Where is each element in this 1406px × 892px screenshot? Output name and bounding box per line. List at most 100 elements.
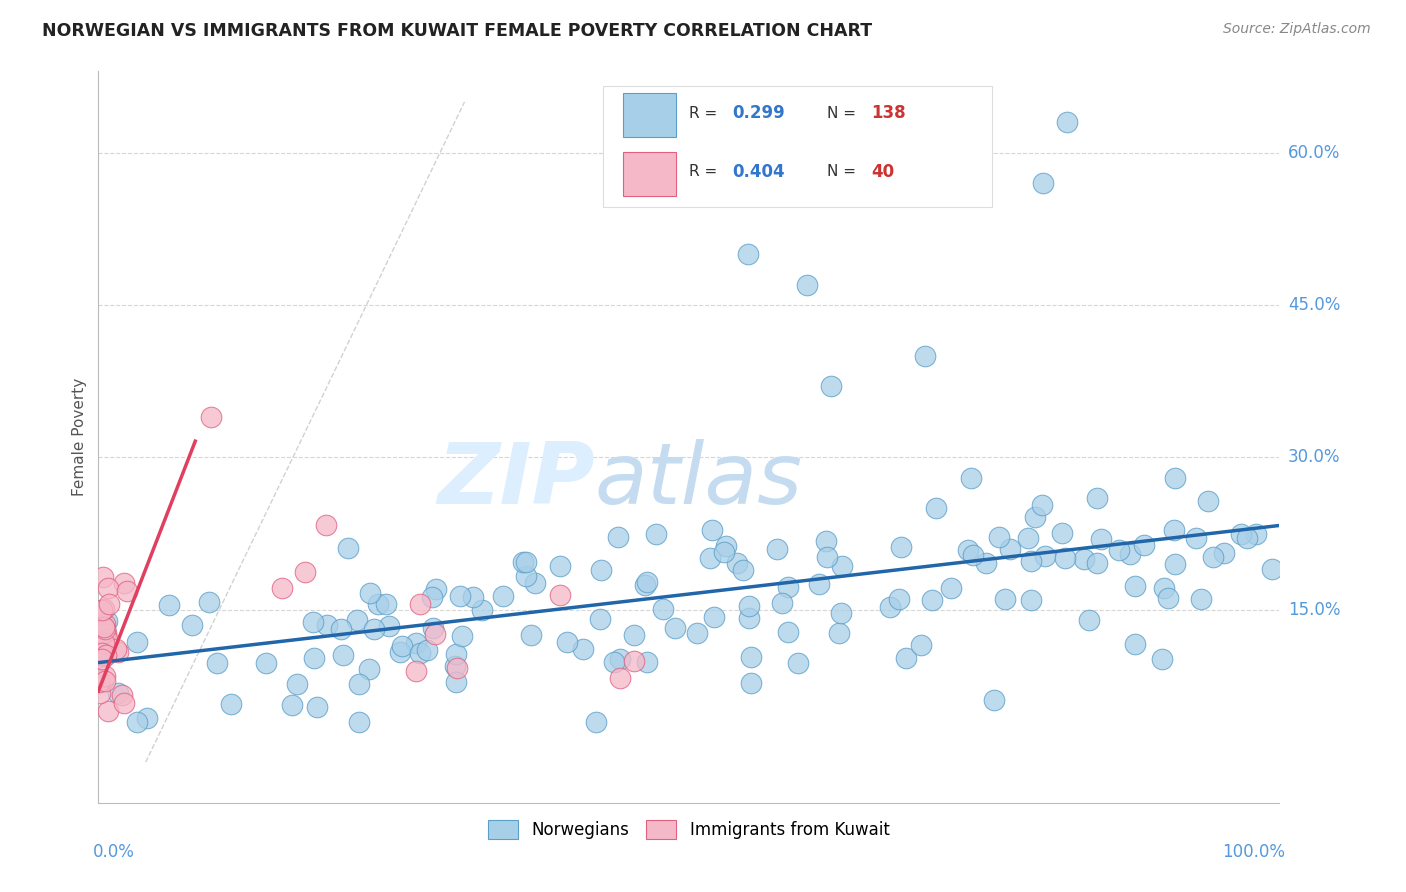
Point [585,714,607,729]
Point [89,606,111,620]
Point [740,649,762,664]
Point [623,628,645,642]
Point [1077,613,1099,627]
Point [738,599,761,613]
Point [512,555,534,569]
Point [105,642,128,657]
Point [347,677,370,691]
Point [446,661,468,675]
Point [337,541,360,555]
Point [94,616,117,631]
Point [94,626,117,640]
Point [1185,531,1208,545]
Point [699,551,721,566]
Point [91,673,114,687]
Point [97,597,120,611]
Point [815,534,838,549]
Point [221,698,243,712]
Point [205,657,228,671]
Point [914,349,936,363]
Point [998,542,1021,557]
Point [714,539,737,553]
Point [94,648,117,662]
Point [1019,554,1042,568]
Point [423,627,446,641]
Point [391,640,413,654]
Point [94,626,117,640]
Text: atlas: atlas [595,440,803,523]
Point [1164,557,1187,571]
Point [425,582,447,596]
Point [357,662,380,676]
Point [983,693,1005,707]
FancyBboxPatch shape [623,152,676,195]
Legend: Norwegians, Immigrants from Kuwait: Norwegians, Immigrants from Kuwait [482,814,896,846]
Point [94,669,117,683]
Point [740,676,762,690]
Point [471,603,494,617]
Point [1052,525,1074,540]
Text: 15.0%: 15.0% [1288,601,1340,619]
Point [776,624,799,639]
Point [609,672,631,686]
Point [346,613,368,627]
Text: 138: 138 [870,104,905,122]
Point [959,471,981,485]
Point [420,591,443,605]
Point [180,618,202,632]
Point [603,655,626,669]
Point [444,647,467,661]
Point [449,589,471,603]
Point [634,578,657,592]
Point [157,598,180,612]
Point [378,619,401,633]
Text: NORWEGIAN VS IMMIGRANTS FROM KUWAIT FEMALE POVERTY CORRELATION CHART: NORWEGIAN VS IMMIGRANTS FROM KUWAIT FEMA… [42,22,872,40]
Text: R =: R = [689,164,723,179]
Point [285,677,308,691]
Point [555,635,578,649]
Point [89,674,111,689]
Point [254,656,277,670]
Point [548,588,571,602]
Point [1213,546,1236,560]
Point [879,599,901,614]
Point [112,576,135,591]
Point [1054,551,1077,566]
Point [1119,548,1142,562]
Point [808,576,831,591]
Point [107,645,129,659]
Point [1024,510,1046,524]
Point [89,648,111,662]
Text: N =: N = [827,164,860,179]
Point [405,664,427,678]
Point [1032,176,1054,190]
FancyBboxPatch shape [623,94,676,137]
Point [135,711,157,725]
Point [416,643,439,657]
Point [766,541,789,556]
Point [1261,562,1284,576]
Point [115,584,138,599]
Point [330,622,353,636]
Point [125,714,148,729]
Point [890,540,912,554]
Point [685,625,707,640]
Point [770,596,793,610]
Point [664,621,686,635]
Point [515,569,537,583]
Text: 100.0%: 100.0% [1222,843,1285,861]
Point [636,574,658,589]
Point [589,563,612,577]
Point [703,610,725,624]
Point [994,591,1017,606]
Point [524,575,547,590]
Point [315,618,337,632]
Point [623,654,645,668]
Point [294,565,316,579]
Point [1056,115,1078,129]
Point [107,686,129,700]
Point [93,636,115,650]
Point [731,563,754,577]
Point [363,622,385,636]
Point [359,586,381,600]
